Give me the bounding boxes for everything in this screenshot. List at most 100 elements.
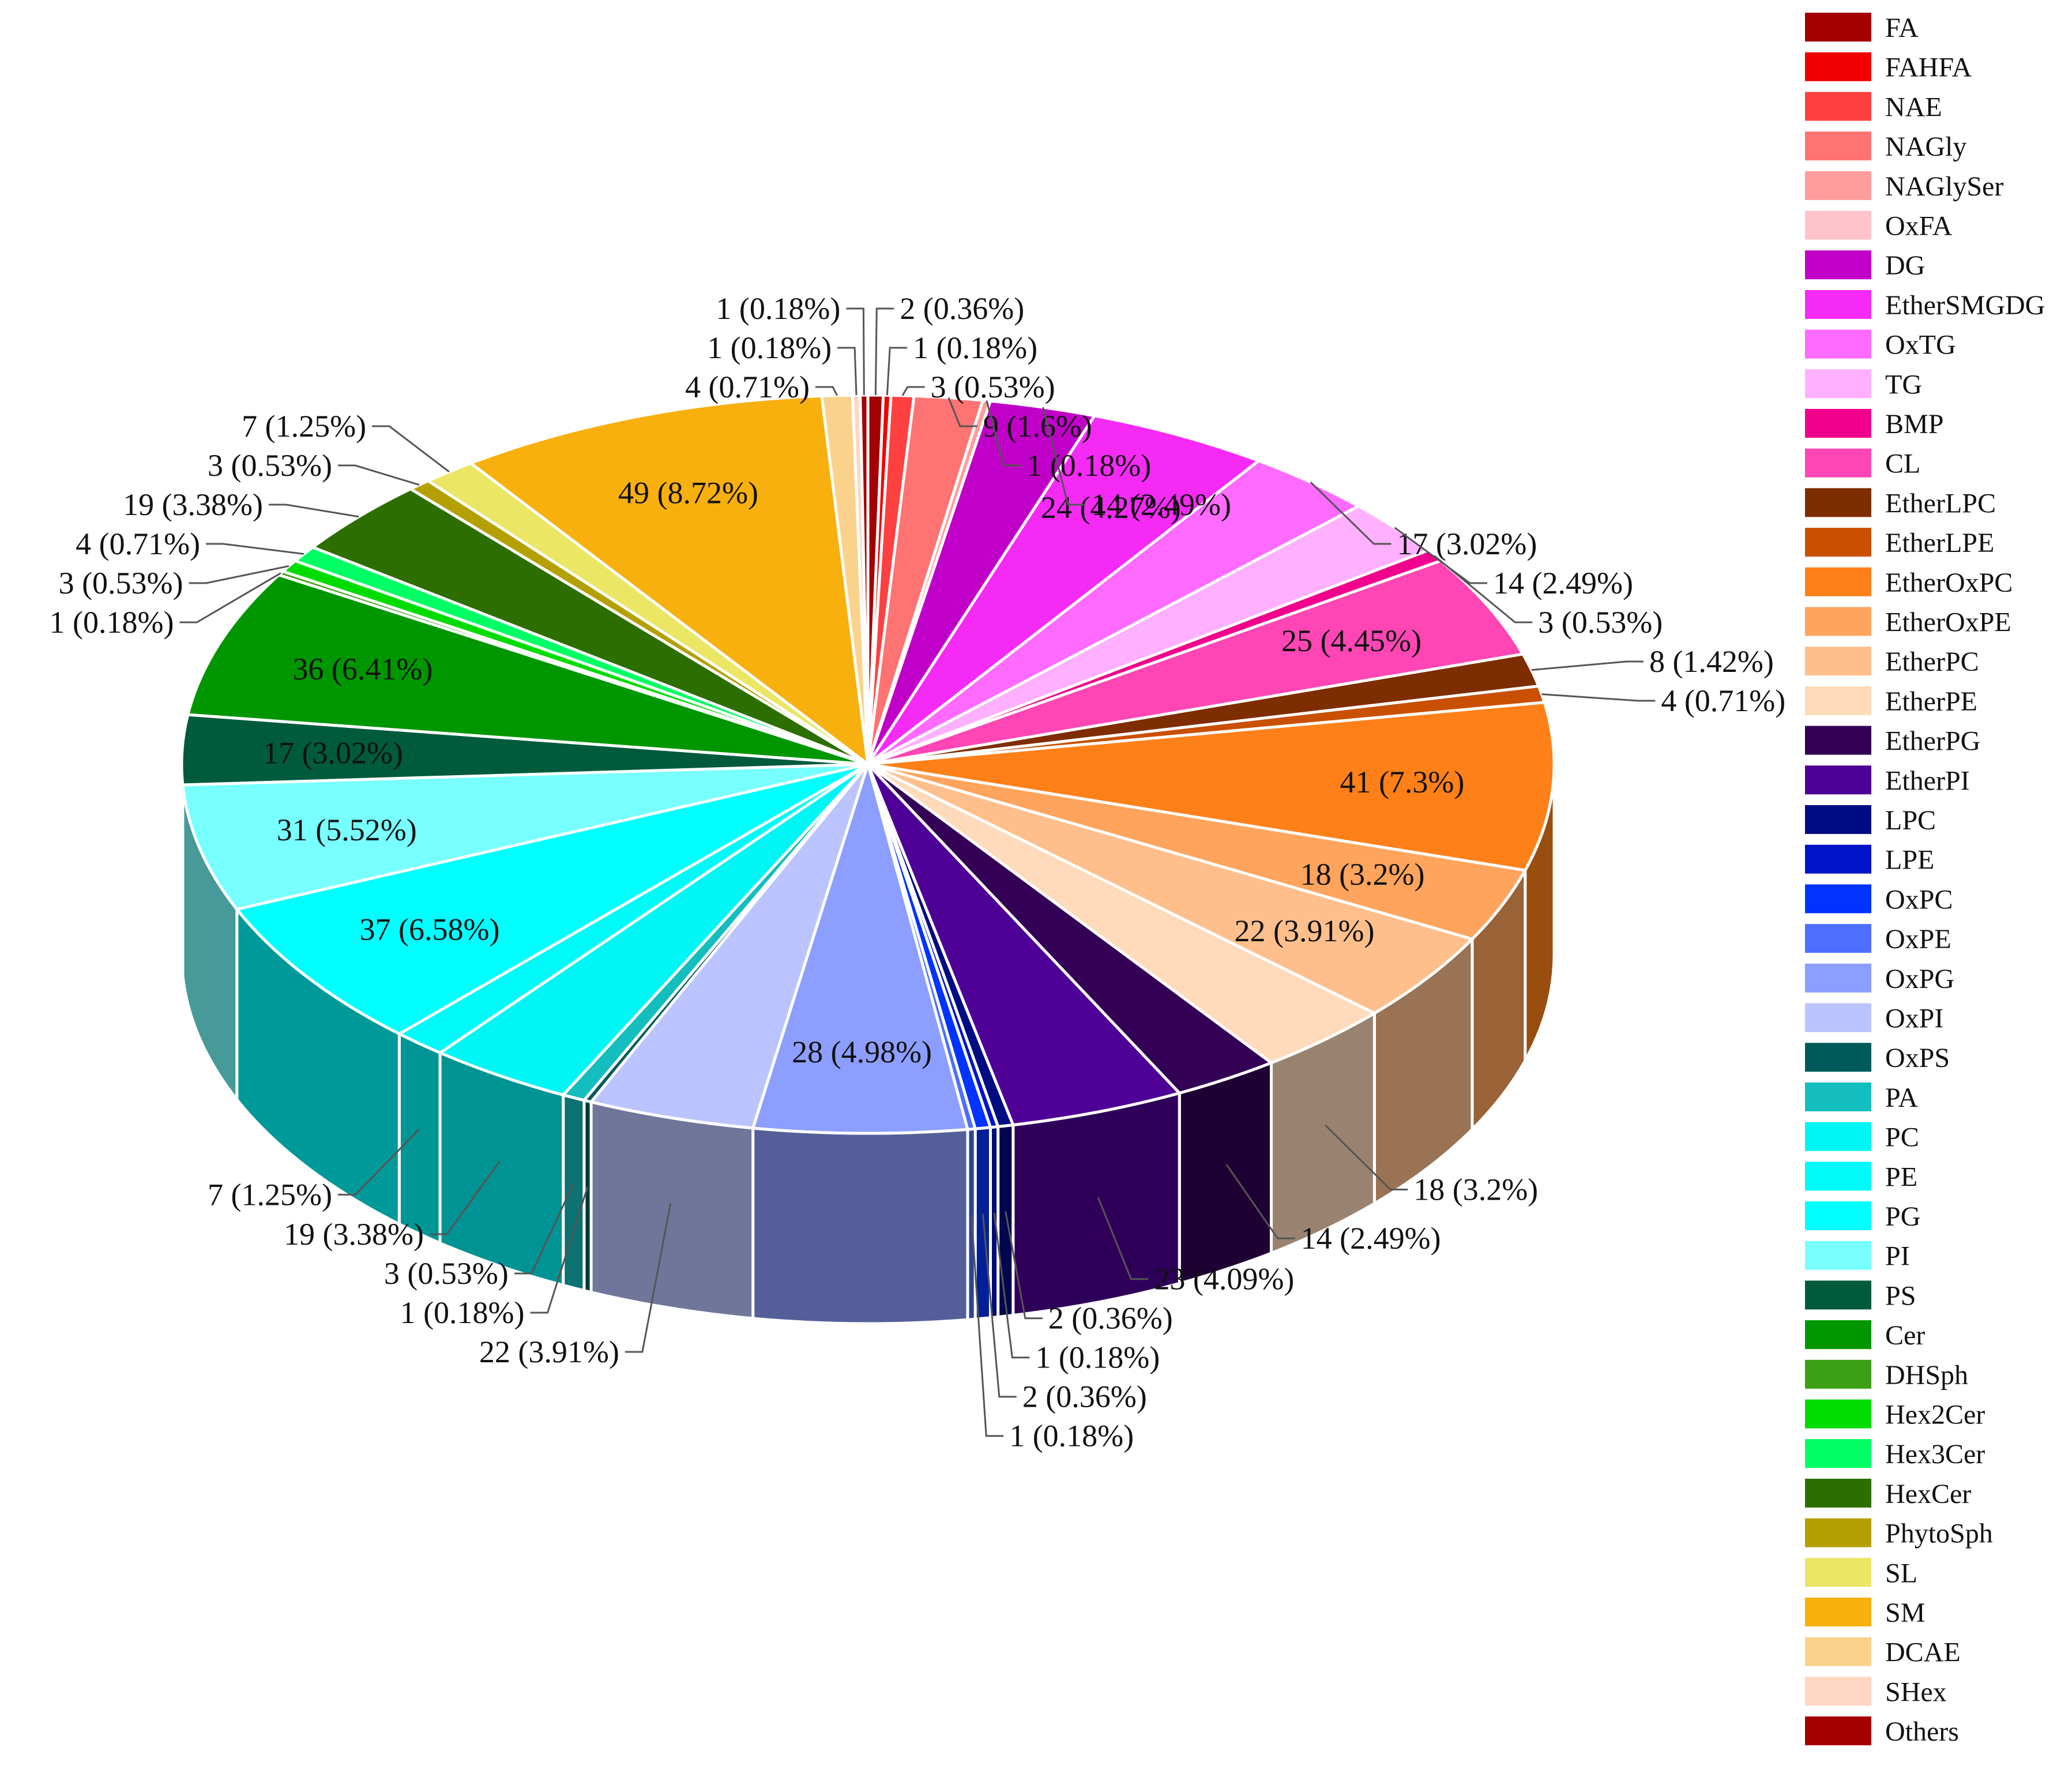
legend-label-etherpg: EtherPG <box>1885 726 1980 757</box>
data-label-cl: 25 (4.45%) <box>1281 623 1422 658</box>
pie-top <box>180 393 1556 1135</box>
legend-swatch-nae <box>1805 92 1871 121</box>
legend-label-fahfa: FAHFA <box>1885 52 1972 83</box>
data-label-pa: 3 (0.53%) <box>384 1256 509 1291</box>
data-label-nae: 3 (0.53%) <box>931 370 1055 404</box>
legend-swatch-oxpg <box>1805 963 1871 993</box>
legend-label-oxfa: OxFA <box>1885 211 1953 242</box>
data-label-etherpi: 23 (4.09%) <box>1154 1262 1294 1297</box>
slice-hexcer <box>310 487 869 766</box>
legend-swatch-dg <box>1805 250 1871 280</box>
legend-label-pi: PI <box>1885 1241 1910 1272</box>
legend-swatch-oxpe <box>1805 924 1871 953</box>
legend-label-phytosph: PhytoSph <box>1885 1519 1993 1549</box>
data-label-lpe: 1 (0.18%) <box>1035 1340 1160 1375</box>
slice-pg <box>234 762 869 1036</box>
legend-label-cer: Cer <box>1885 1320 1925 1351</box>
legend-swatch-pc <box>1805 1122 1871 1151</box>
slice-etherpi <box>866 763 1182 1127</box>
leader-line-dcae <box>815 386 838 396</box>
legend-swatch-oxpi <box>1805 1003 1871 1032</box>
legend-label-etherpe: EtherPE <box>1885 686 1977 717</box>
leader-line-naglyser <box>986 400 1021 467</box>
leader-line-lpc <box>1005 1211 1043 1320</box>
legend-label-oxtg: OxTG <box>1885 330 1956 360</box>
legend-label-cl: CL <box>1885 449 1920 479</box>
legend-label-lpc: LPC <box>1885 805 1936 836</box>
leader-line-nae <box>901 386 925 396</box>
data-label-pc: 19 (3.38%) <box>284 1217 424 1252</box>
legend-label-oxpc: OxPC <box>1885 884 1953 915</box>
legend-swatch-cer <box>1805 1320 1871 1350</box>
data-label-sm: 49 (8.72%) <box>618 476 758 510</box>
legend-label-pa: PA <box>1885 1083 1918 1113</box>
side-pe <box>397 1031 442 1246</box>
slice-etherpc <box>867 762 1475 1015</box>
data-label-etherpc: 22 (3.91%) <box>1235 914 1375 948</box>
legend-swatch-etherpg <box>1805 726 1871 755</box>
slice-oxpg <box>751 759 970 1135</box>
data-label-oxtg: 17 (3.02%) <box>1397 527 1537 561</box>
data-label-oxpe: 1 (0.18%) <box>1009 1419 1134 1453</box>
legend-swatch-pa <box>1805 1082 1871 1111</box>
data-labels: 24 (4.27%) 25 (4.45%) 41 (7.3%) 18 (3.2%) 22… <box>49 291 1785 1453</box>
legend-label-sm: SM <box>1885 1598 1925 1628</box>
data-label-fa: 2 (0.36%) <box>900 291 1024 326</box>
legend-label-pc: PC <box>1885 1122 1919 1153</box>
legend-swatch-fahfa <box>1805 52 1871 81</box>
data-label-shex: 1 (0.18%) <box>707 330 832 365</box>
legend-label-sl: SL <box>1885 1558 1917 1588</box>
legend-label-dhsph: DHSph <box>1885 1360 1968 1391</box>
legend-swatch-others <box>1805 1716 1871 1746</box>
legend-label-hex2cer: Hex2Cer <box>1885 1400 1985 1430</box>
data-label-etheroxpc: 41 (7.3%) <box>1340 765 1464 799</box>
legend-swatch-etherpi <box>1805 765 1871 795</box>
slice-pi <box>181 762 868 911</box>
slice-cer <box>186 573 868 766</box>
legend-swatch-hex3cer <box>1805 1439 1871 1468</box>
leader-line-shex <box>837 347 858 396</box>
leader-line-etherlpc <box>1531 660 1644 671</box>
legend-swatch-sm <box>1805 1598 1871 1626</box>
leader-line-pc <box>429 1160 501 1235</box>
legend-swatch-etheroxpc <box>1805 567 1871 596</box>
legend-label-etheroxpc: EtherOxPC <box>1885 568 2013 598</box>
legend-swatch-ps <box>1805 1280 1871 1310</box>
data-label-oxpi: 22 (3.91%) <box>479 1335 619 1369</box>
data-label-dg: 14 (2.49%) <box>1091 487 1231 522</box>
legend-swatch-pg <box>1805 1201 1871 1230</box>
leader-line-fa <box>874 307 894 396</box>
legend-swatch-dhsph <box>1805 1359 1871 1389</box>
slice-etheroxpc <box>867 701 1556 872</box>
data-label-tg: 14 (2.49%) <box>1493 566 1633 600</box>
legend-label-hex3cer: Hex3Cer <box>1885 1439 1985 1470</box>
side-ps <box>180 764 185 976</box>
data-label-pi: 31 (5.52%) <box>277 813 417 847</box>
slice-oxpi <box>588 763 870 1130</box>
legend-swatch-bmp <box>1805 409 1871 438</box>
legend-swatch-phytosph <box>1805 1518 1871 1547</box>
leader-line-pe <box>337 1128 420 1196</box>
legend-swatch-nagly <box>1805 131 1871 161</box>
legend-label-ethersmgdg: EtherSMGDG <box>1885 290 2045 321</box>
legend-label-etherlpe: EtherLPE <box>1885 528 1994 558</box>
data-label-hex2cer: 3 (0.53%) <box>59 566 183 600</box>
leader-line-etherlpe <box>1541 693 1656 702</box>
legend-swatch-oxpc <box>1805 884 1871 914</box>
legend-swatch-fa <box>1805 13 1871 42</box>
legend-label-etherpc: EtherPC <box>1885 647 1979 677</box>
leader-line-hex3cer <box>206 543 304 555</box>
data-label-oxpg: 28 (4.98%) <box>792 1035 932 1069</box>
data-label-etherpg: 14 (2.49%) <box>1301 1221 1441 1256</box>
leader-line-dhsph <box>179 572 281 623</box>
side-oxpg <box>751 1126 969 1325</box>
side-pa <box>562 1093 586 1292</box>
leader-line-oxtg <box>1310 481 1392 545</box>
data-label-dhsph: 1 (0.18%) <box>49 605 174 640</box>
legend-label-oxpg: OxPG <box>1885 964 1954 994</box>
data-label-etherlpe: 4 (0.71%) <box>1661 683 1785 718</box>
legend-label-shex: SHex <box>1885 1677 1947 1707</box>
legend-swatch-cl <box>1805 448 1871 478</box>
legend-swatch-tg <box>1805 369 1871 399</box>
legend-label-oxpi: OxPI <box>1885 1004 1943 1034</box>
